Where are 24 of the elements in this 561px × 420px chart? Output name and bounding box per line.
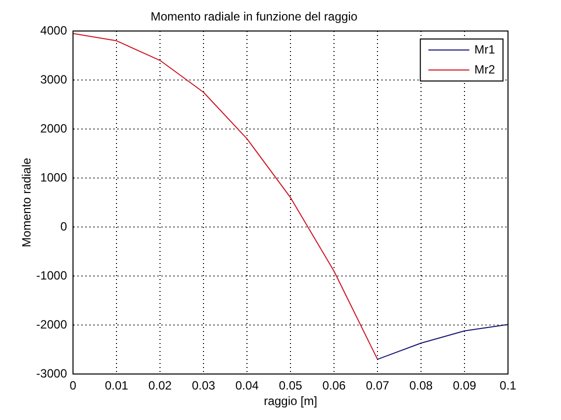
y-tick-label: 0 [60,219,68,234]
x-tick-label: 0.01 [104,378,128,393]
x-tick-label: 0.05 [278,378,302,393]
x-tick-label: 0 [70,378,77,393]
y-tick-label: 2000 [40,121,68,136]
x-tick-label: 0.08 [409,378,433,393]
y-axis-title: Momento radiale [20,157,34,248]
x-tick-label: 0.03 [192,378,216,393]
y-tick-label: -2000 [36,317,68,332]
y-tick-label: 4000 [40,23,68,38]
legend-label: Mr2 [474,62,496,76]
y-tick-label: 1000 [40,170,68,184]
chart-title: Momento radiale in funzione del raggio [150,10,358,24]
y-tick-label: 3000 [40,72,68,86]
x-tick-label: 0.07 [366,378,390,393]
y-tick-label: -1000 [36,268,68,282]
legend-label: Mr1 [474,42,496,56]
x-tick-label: 0.06 [322,378,346,393]
x-tick-label: 0.1 [500,378,517,393]
x-tick-label: 0.09 [452,378,476,393]
y-tick-label: -3000 [36,366,68,380]
x-tick-label: 0.02 [148,378,172,393]
x-axis-title: raggio [m] [264,394,318,408]
x-tick-label: 0.04 [235,378,259,393]
